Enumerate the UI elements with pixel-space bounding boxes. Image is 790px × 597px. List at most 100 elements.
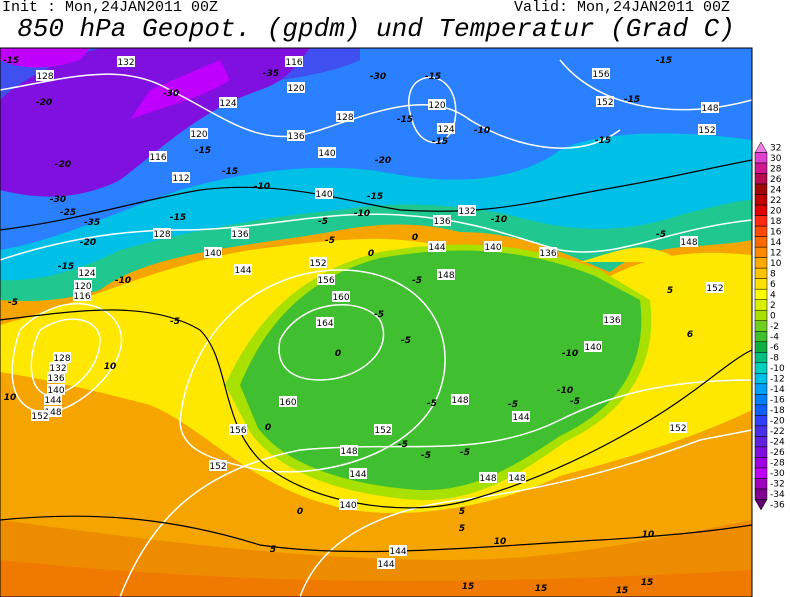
geopotential-label: 160 [279,398,296,408]
colorbar-swatch [754,404,768,416]
colorbar-swatch [754,320,768,332]
label-box [437,123,455,134]
geopotential-label: 136 [603,316,620,326]
colorbar-label: 6 [770,280,776,290]
temperature-label: 0 [265,423,271,433]
temperature-label: -5 [421,451,431,461]
temperature-label: -5 [8,298,18,308]
colorbar-swatch [754,152,768,164]
colorbar-label: -20 [770,417,785,427]
geopotential-label: 140 [47,386,64,396]
isohypse [408,76,457,144]
label-box [318,147,336,158]
geopotential-label: 140 [315,190,332,200]
temperature-label: 10 [4,393,17,403]
temperature-label: 0 [335,349,341,359]
label-box [437,269,455,280]
temperature-label: -10 [115,276,131,286]
colorbar-label: 20 [770,206,782,216]
label-box [377,558,395,569]
colorbar-swatch [754,446,768,458]
temperature-label: 10 [494,537,507,547]
temperature-label: 15 [641,578,654,588]
map-frame [0,47,753,597]
geopotential-label: 140 [204,249,221,259]
very-cold-area [0,48,310,197]
label-box [374,424,392,435]
label-box [458,205,476,216]
temperature-label: 10 [104,362,117,372]
geopotential-label: 152 [596,98,613,108]
colorbar-label: -34 [770,490,785,500]
geopotential-label: 144 [44,396,61,406]
colorbar-swatch [754,383,768,395]
geopotential-label: 128 [36,72,53,82]
colorbar-swatch [754,267,768,279]
label-box [47,372,65,383]
colorbar-label: -28 [770,459,785,469]
temperature-label: -10 [254,182,270,192]
geopotential-label: 148 [340,447,357,457]
temperature-label: 0 [297,507,303,517]
geopotential-label: 120 [287,84,304,94]
colorbar-label: 30 [770,154,782,164]
temperature-label: 5 [667,286,673,296]
label-box [36,70,54,81]
geopotential-label: 136 [287,132,304,142]
temperature-label: -10 [354,209,370,219]
label-box [698,124,716,135]
temperature-label: 15 [535,584,548,594]
temperature-label: -30 [163,89,179,99]
geopotential-label: 148 [479,474,496,484]
label-box [49,362,67,373]
geopotential-label: 152 [209,462,226,472]
colorbar-label: -12 [770,375,785,385]
temperature-label: -5 [374,310,384,320]
temperature-label: -20 [36,98,52,108]
temperature-label: -10 [491,215,507,225]
colorbar-label: -6 [770,343,779,353]
label-box [73,290,91,301]
geopotential-label: 156 [592,70,609,80]
label-box [332,291,350,302]
geopotential-label: 148 [508,474,525,484]
geopotential-label: 152 [374,426,391,436]
temperature-label: -15 [170,213,186,223]
geopotential-label: 164 [316,319,333,329]
geopotential-label: 140 [484,243,501,253]
colorbar-swatch [754,373,768,385]
label-box [44,394,62,405]
temperature-label: 15 [462,582,475,592]
colorbar-label: 0 [770,311,776,321]
colorbar-label: -2 [770,322,779,332]
label-box [479,472,497,483]
warm-area [0,560,752,597]
label-box [287,130,305,141]
geopotential-label: 144 [377,560,394,570]
colorbar-label: 12 [770,248,781,258]
geopotential-label: 144 [389,547,406,557]
label-box [389,545,407,556]
isohypses [0,59,752,597]
temperature-label: -35 [84,218,100,228]
colorbar-swatch [754,309,768,321]
temperature-label: -5 [412,276,422,286]
label-box [285,56,303,67]
geopotential-label: 144 [428,243,445,253]
colorbar-swatch [754,436,768,448]
label-box [149,151,167,162]
isohypse [11,303,123,413]
colorbar-label: -30 [770,469,785,479]
temperature-label: -15 [367,192,383,202]
isohypse [559,59,752,111]
geopotential-label: 136 [47,374,64,384]
temperature-label: -5 [508,400,518,410]
colorbar-swatch [754,194,768,206]
colorbar-label: 16 [770,227,782,237]
colorbar-swatch [754,183,768,195]
geopotential-label: 124 [437,125,454,135]
temperature-label: -15 [195,146,211,156]
label-box [209,460,227,471]
temperature-label: -15 [397,115,413,125]
